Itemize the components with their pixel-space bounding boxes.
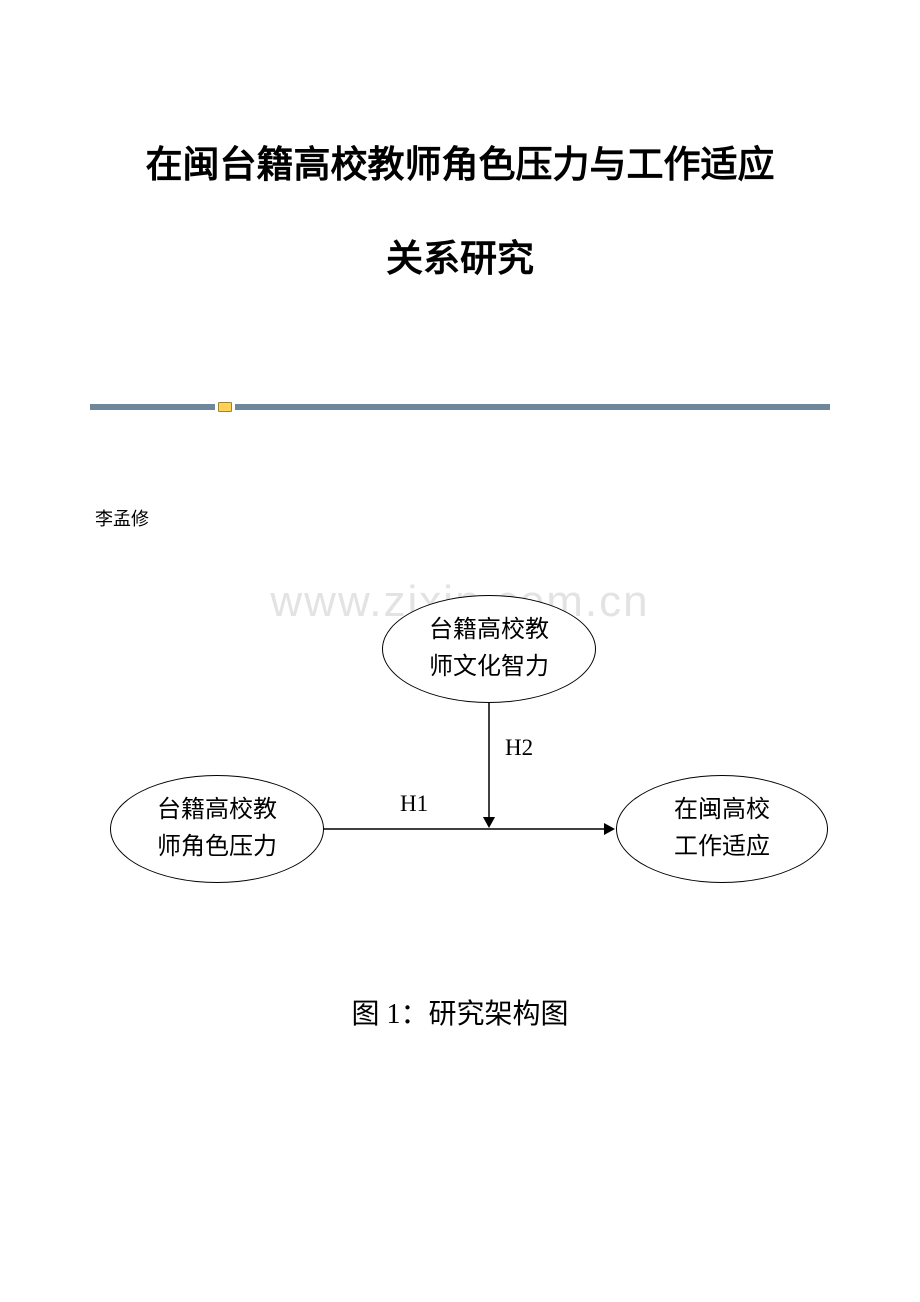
title-line-2: 关系研究 <box>0 234 920 286</box>
edge-0-arrowhead <box>604 823 615 835</box>
node-top: 台籍高校教师文化智力 <box>382 595 596 703</box>
edge-1-label: H2 <box>505 735 533 761</box>
node-top-line2: 师文化智力 <box>429 649 549 686</box>
section-divider <box>90 400 830 414</box>
research-framework-diagram: 台籍高校教师文化智力台籍高校教师角色压力在闽高校工作适应H1H2 <box>110 595 820 935</box>
author-name: 李孟修 <box>95 505 149 531</box>
folder-icon <box>218 402 232 412</box>
node-top-line1: 台籍高校教 <box>429 612 549 649</box>
figure-caption: 图 1：研究架构图 <box>0 992 920 1032</box>
hr-right-segment <box>235 404 830 410</box>
edge-1-arrowhead <box>483 817 495 828</box>
node-right: 在闽高校工作适应 <box>616 775 828 883</box>
node-right-line1: 在闽高校 <box>674 792 770 829</box>
node-left-line2: 师角色压力 <box>157 829 277 866</box>
node-left: 台籍高校教师角色压力 <box>110 775 324 883</box>
title-line-1: 在闽台籍高校教师角色压力与工作适应 <box>0 140 920 192</box>
node-right-line2: 工作适应 <box>674 829 770 866</box>
page-title: 在闽台籍高校教师角色压力与工作适应 关系研究 <box>0 140 920 328</box>
edge-0-label: H1 <box>400 791 428 817</box>
node-left-line1: 台籍高校教 <box>157 792 277 829</box>
hr-left-segment <box>90 404 215 410</box>
